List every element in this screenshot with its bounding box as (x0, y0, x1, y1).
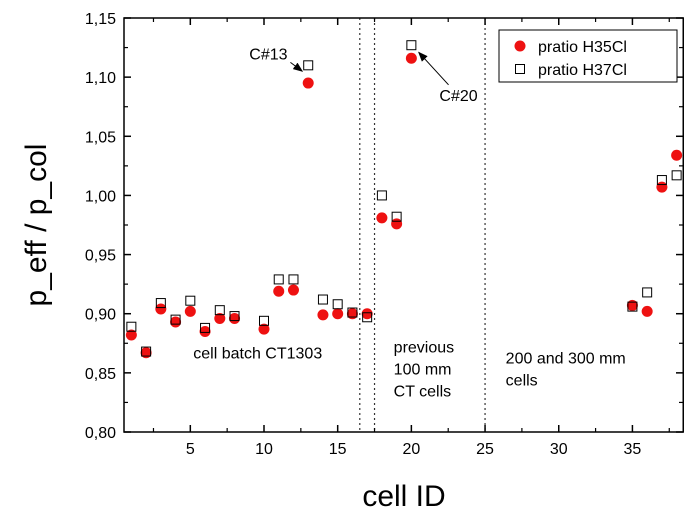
region-divider-lines (359, 18, 486, 432)
x-tick-label: 15 (329, 441, 347, 458)
y-tick-label: 0,90 (85, 307, 116, 324)
x-axis-title: cell ID (362, 480, 445, 512)
data-point-h35cl (626, 299, 638, 311)
data-point-h35cl (391, 218, 403, 230)
legend-marker-square (515, 64, 525, 74)
data-point-h37cl (155, 298, 166, 309)
data-point-h37cl (642, 287, 653, 298)
legend-label: pratio H37Cl (538, 62, 627, 79)
data-point-h35cl (671, 149, 683, 161)
data-point-h35cl (258, 323, 270, 335)
region-label-previous: 100 mm (394, 362, 452, 379)
y-tick-label: 0,95 (85, 248, 116, 265)
data-point-h35cl (199, 325, 211, 337)
annotation-label-c20: C#20 (439, 88, 477, 105)
region-labels: cell batch CT1303 previous 100 mm CT cells 2… (193, 340, 625, 401)
data-point-h37cl (627, 301, 638, 312)
data-point-h37cl (141, 346, 152, 357)
data-point-h35cl (125, 329, 137, 341)
y-tick-label: 1,10 (85, 70, 116, 87)
legend-label: pratio H35Cl (538, 39, 627, 56)
data-point-h35cl (273, 285, 285, 297)
data-point-h37cl (126, 321, 137, 332)
x-tick-label: 20 (402, 441, 420, 458)
x-tick-label: 10 (255, 441, 273, 458)
data-point-h37cl (229, 311, 240, 322)
x-tick-label: 30 (550, 441, 568, 458)
data-point-h35cl (229, 312, 241, 324)
point-annotations: C#13 C#20 (249, 46, 477, 104)
data-point-h35cl (656, 181, 668, 193)
data-point-h37cl (347, 307, 358, 318)
data-point-h35cl (214, 312, 226, 324)
legend: pratio H35Cl pratio H37Cl (498, 29, 678, 83)
y-tick-label: 1,00 (85, 188, 116, 205)
data-point-h37cl (214, 305, 225, 316)
x-tick-label: 35 (624, 441, 642, 458)
x-tick-label: 5 (186, 441, 195, 458)
data-point-h37cl (170, 314, 181, 325)
data-point-h37cl (303, 60, 314, 71)
region-label-large: cells (506, 372, 538, 389)
data-point-h37cl (200, 322, 211, 333)
y-tick-label: 0,85 (85, 366, 116, 383)
data-point-h35cl (405, 52, 417, 64)
region-label-batch: cell batch CT1303 (193, 346, 322, 363)
data-point-h37cl (391, 211, 402, 222)
region-label-large: 200 and 300 mm (506, 350, 626, 367)
y-axis-title: p_eff / p_col (20, 144, 53, 307)
data-point-h35cl (376, 212, 388, 224)
axis-ticks: 5 10 15 20 25 30 35 0,80 0,85 0,90 0,95 1,00 1,05 1,1… (85, 11, 683, 458)
annotation-arrow-c13 (290, 61, 304, 72)
data-point-h35cl (302, 77, 314, 89)
data-point-h35cl (641, 305, 653, 317)
data-point-h35cl (140, 347, 152, 359)
y-tick-label: 1,15 (85, 11, 116, 28)
data-point-h37cl (656, 175, 667, 186)
annotation-arrow-c20 (418, 51, 449, 86)
data-point-h35cl (170, 316, 182, 328)
data-point-h35cl (184, 305, 196, 317)
data-markers (125, 40, 683, 359)
region-label-previous: CT cells (394, 384, 452, 401)
data-point-h35cl (361, 308, 373, 320)
x-tick-label: 25 (476, 441, 494, 458)
annotation-label-c13: C#13 (249, 46, 287, 63)
y-tick-label: 1,05 (85, 129, 116, 146)
legend-box (498, 29, 678, 83)
data-point-h37cl (376, 190, 387, 201)
data-point-h35cl (287, 284, 299, 296)
data-point-h37cl (288, 274, 299, 285)
data-point-h35cl (317, 309, 329, 321)
data-point-h37cl (362, 312, 373, 323)
data-point-h37cl (406, 40, 417, 51)
legend-marker-circle (514, 40, 526, 52)
data-point-h37cl (671, 170, 682, 181)
data-point-h37cl (259, 315, 269, 326)
data-point-h37cl (332, 299, 343, 310)
data-point-h37cl (273, 274, 284, 285)
y-tick-label: 0,80 (85, 425, 116, 442)
data-point-h35cl (346, 308, 358, 320)
data-point-h37cl (317, 294, 328, 305)
data-point-h35cl (332, 308, 344, 320)
data-point-h37cl (185, 295, 196, 306)
data-point-h35cl (155, 303, 167, 315)
region-label-previous: previous (394, 340, 454, 357)
